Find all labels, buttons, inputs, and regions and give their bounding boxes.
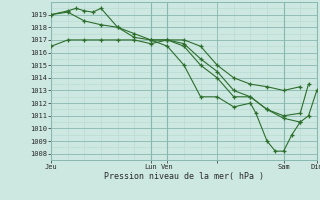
- X-axis label: Pression niveau de la mer( hPa ): Pression niveau de la mer( hPa ): [104, 172, 264, 181]
